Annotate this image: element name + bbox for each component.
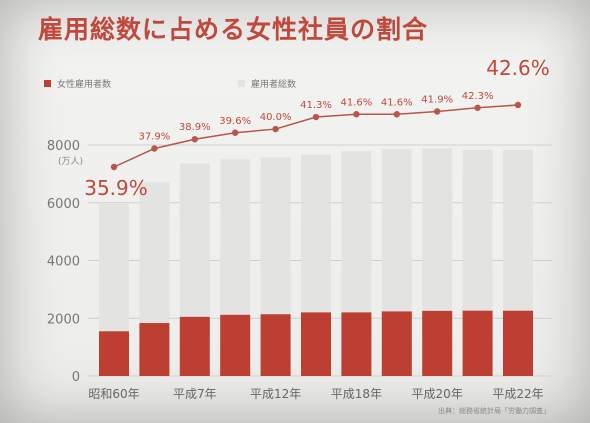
x-tick-label: 平成20年 <box>412 387 463 401</box>
y-tick-label: 4000 <box>47 255 80 270</box>
y-tick-label: 6000 <box>47 197 80 212</box>
data-label: 35.9% <box>84 176 148 200</box>
data-label: 41.3% <box>300 100 332 111</box>
bar-female <box>179 316 210 376</box>
percentage-point <box>151 145 158 152</box>
bar-female <box>139 323 170 376</box>
percentage-point <box>353 111 360 118</box>
x-tick-label: 平成22年 <box>492 387 543 401</box>
percentage-point <box>191 136 198 143</box>
percentage-point <box>110 163 118 171</box>
legend-female: 女性雇用者数 <box>44 77 111 90</box>
page-title: 雇用総数に占める女性社員の割合 <box>38 15 429 44</box>
bar-female <box>422 310 453 376</box>
y-tick-label: 0 <box>72 370 80 385</box>
percentage-point <box>312 113 320 121</box>
percentage-point <box>232 129 239 136</box>
legend-total-label: 雇用者総数 <box>251 80 297 90</box>
data-label: 41.6% <box>341 97 373 108</box>
y-tick-label: 8000 <box>47 139 80 154</box>
bar-female <box>260 314 291 376</box>
data-label: 41.6% <box>381 97 413 108</box>
data-label: 41.9% <box>421 94 453 105</box>
bar-female <box>220 314 251 376</box>
data-label: 42.3% <box>462 91 494 102</box>
bar-female <box>99 331 129 376</box>
source-note: 出典：総務省統計局「労働力調査」 <box>438 407 550 415</box>
y-axis-unit: (万人) <box>58 156 83 167</box>
x-tick-label: 平成18年 <box>331 387 382 401</box>
x-tick-label: 平成12年 <box>250 387 301 401</box>
percentage-point <box>393 111 400 118</box>
percentage-point <box>434 108 441 115</box>
percentage-point <box>514 101 522 109</box>
bar-female <box>341 312 372 376</box>
data-label: 38.9% <box>179 122 211 133</box>
bar-female <box>462 310 493 376</box>
bar-female <box>503 310 533 376</box>
data-label: 37.9% <box>139 131 171 142</box>
legend-female-swatch <box>44 80 51 87</box>
legend-female-label: 女性雇用者数 <box>57 80 112 90</box>
percentage-point <box>272 125 279 133</box>
legend-total-swatch <box>238 80 245 87</box>
y-tick-label: 2000 <box>47 312 80 327</box>
x-tick-label: 平成7年 <box>173 387 217 401</box>
bar-female <box>301 312 331 376</box>
data-label: 42.6% <box>486 56 550 80</box>
legend-total: 雇用者総数 <box>238 77 296 90</box>
bar-female <box>381 311 412 376</box>
percentage-point <box>474 104 481 111</box>
data-label: 39.6% <box>219 116 251 127</box>
x-tick-label: 昭和60年 <box>88 387 139 401</box>
data-label: 40.0% <box>260 112 292 123</box>
